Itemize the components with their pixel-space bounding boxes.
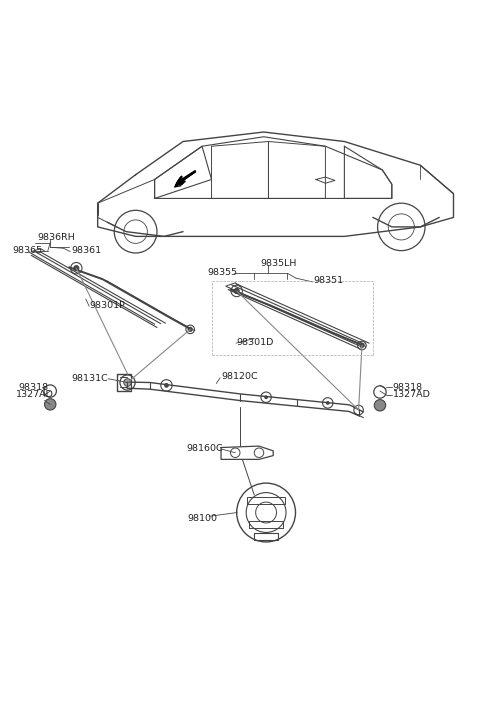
Text: 9836RH: 9836RH: [37, 233, 75, 242]
Circle shape: [264, 395, 268, 399]
Circle shape: [45, 398, 56, 410]
Circle shape: [360, 344, 364, 347]
Text: 98318: 98318: [18, 383, 48, 392]
Circle shape: [326, 401, 330, 405]
Circle shape: [124, 378, 132, 386]
Text: 98318: 98318: [393, 383, 423, 392]
Circle shape: [164, 383, 169, 388]
Circle shape: [188, 327, 192, 332]
Circle shape: [374, 400, 385, 411]
Text: 98160C: 98160C: [187, 444, 224, 453]
Text: 9835LH: 9835LH: [260, 259, 296, 268]
Circle shape: [74, 266, 79, 271]
Text: 98365: 98365: [12, 246, 42, 255]
Text: 98100: 98100: [188, 514, 218, 523]
Text: 98351: 98351: [313, 276, 344, 285]
Circle shape: [234, 288, 239, 293]
Text: 98355: 98355: [208, 268, 238, 277]
Text: 98361: 98361: [72, 246, 102, 255]
Text: 98120C: 98120C: [221, 372, 258, 381]
Text: 1327AD: 1327AD: [393, 391, 431, 399]
Text: 98131C: 98131C: [72, 374, 108, 383]
Text: 1327AD: 1327AD: [15, 391, 53, 399]
Text: 98301P: 98301P: [89, 300, 125, 310]
Text: 98301D: 98301D: [237, 338, 274, 346]
